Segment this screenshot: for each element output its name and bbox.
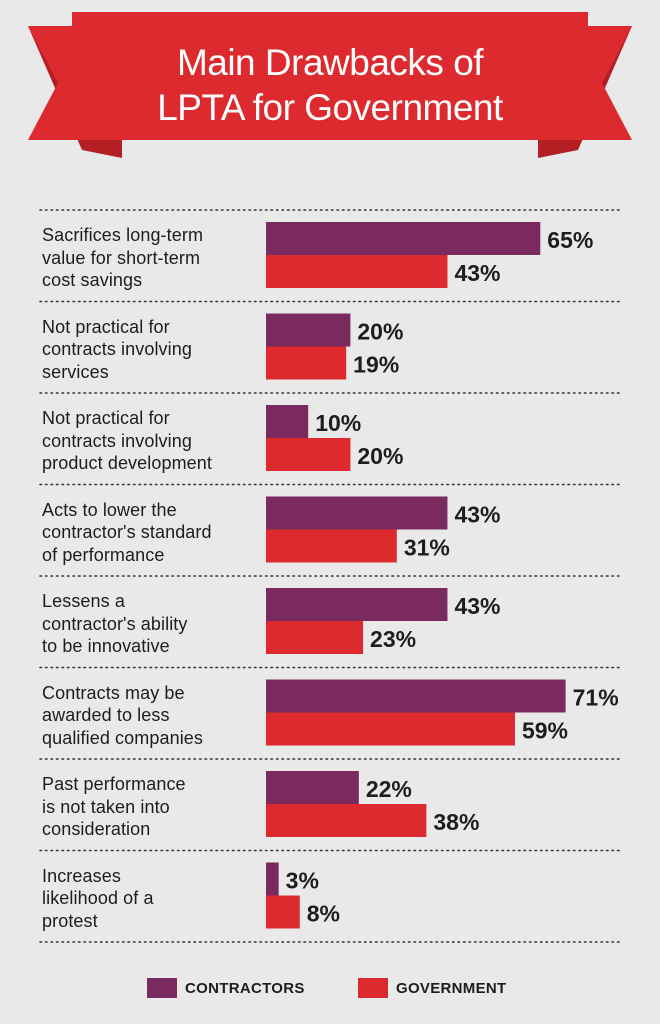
category-label-line: Past performance bbox=[42, 774, 186, 794]
category-label-line: contracts involving bbox=[42, 339, 192, 359]
category-label: Past performance is not taken into conside… bbox=[42, 773, 257, 841]
category-label: Acts to lower the contractor's standard of… bbox=[42, 499, 257, 567]
category-label-line: awarded to less bbox=[42, 705, 170, 725]
banner-main bbox=[72, 12, 588, 140]
data-label-government: 19% bbox=[353, 352, 399, 378]
category-label-line: contractor's ability bbox=[42, 613, 188, 634]
category-label: Contracts may be awarded to less qualified… bbox=[42, 682, 257, 750]
bar-contractors bbox=[266, 222, 541, 255]
data-label-government: 8% bbox=[307, 901, 340, 927]
bar-chart-plot: 65%43%20%19%10%20%43%31%43%23%71%59%22%3… bbox=[39, 209, 623, 943]
data-label-government: 43% bbox=[454, 260, 500, 286]
category-label-line: Not practical for bbox=[42, 408, 170, 428]
bar-government bbox=[266, 804, 427, 837]
legend-item-government: GOVERNMENT bbox=[358, 978, 507, 998]
legend: CONTRACTORS GOVERNMENT bbox=[0, 978, 660, 1008]
category-label: Lessens a contractor's ability to be innov… bbox=[42, 590, 257, 658]
bar-contractors bbox=[266, 405, 309, 438]
data-label-contractors: 10% bbox=[315, 410, 361, 436]
bar-government bbox=[266, 529, 397, 563]
category-label-line: Acts to lower the bbox=[42, 499, 177, 520]
data-label-government: 23% bbox=[370, 626, 416, 652]
banner-ribbon bbox=[28, 12, 632, 158]
category-label: Sacrifices long-term value for short-term… bbox=[42, 224, 257, 292]
bar-contractors bbox=[266, 588, 448, 621]
category-label-line: Increases bbox=[42, 865, 121, 886]
bar-contractors bbox=[266, 496, 448, 530]
chart-title: Main Drawbacks of LPTA for Government bbox=[110, 40, 550, 130]
data-label-contractors: 3% bbox=[286, 868, 319, 894]
category-label-line: protest bbox=[42, 910, 98, 931]
bar-contractors bbox=[266, 313, 351, 347]
category-label-line: contractor's standard bbox=[42, 522, 212, 542]
category-label-line: is not taken into bbox=[42, 796, 170, 817]
bar-government bbox=[266, 255, 448, 288]
title-line-2: LPTA for Government bbox=[157, 87, 503, 128]
bar-government bbox=[266, 438, 351, 471]
title-banner: Main Drawbacks of LPTA for Government bbox=[0, 0, 660, 170]
title-line-1: Main Drawbacks of bbox=[176, 42, 484, 83]
bar-contractors bbox=[266, 771, 359, 804]
category-label-line: cost savings bbox=[42, 270, 143, 290]
data-label-government: 31% bbox=[404, 535, 450, 561]
legend-label-government: GOVERNMENT bbox=[396, 979, 507, 997]
category-label: Not practical for contracts involving serv… bbox=[42, 316, 257, 384]
data-label-government: 20% bbox=[357, 443, 403, 469]
bar-chart: Sacrifices long-term value for short-term… bbox=[0, 190, 660, 950]
bar-contractors bbox=[266, 679, 566, 713]
data-label-contractors: 43% bbox=[454, 502, 500, 528]
data-label-contractors: 43% bbox=[454, 593, 500, 619]
category-label-line: contracts involving bbox=[42, 430, 192, 451]
data-label-contractors: 65% bbox=[547, 227, 593, 253]
category-label-line: Sacrifices long-term bbox=[42, 225, 204, 245]
category-label-line: likelihood of a bbox=[42, 888, 154, 908]
bar-contractors bbox=[266, 862, 279, 896]
data-label-contractors: 71% bbox=[573, 685, 619, 711]
category-label-line: Contracts may be bbox=[42, 682, 185, 703]
legend-item-contractors: CONTRACTORS bbox=[147, 978, 305, 998]
category-label: Not practical for contracts involving prod… bbox=[42, 407, 257, 475]
legend-label-contractors: CONTRACTORS bbox=[185, 979, 305, 997]
category-label-line: value for short-term bbox=[42, 247, 201, 268]
data-label-government: 38% bbox=[433, 809, 479, 835]
bar-government bbox=[266, 895, 300, 929]
bar-government bbox=[266, 621, 364, 654]
data-label-government: 59% bbox=[522, 718, 568, 744]
data-label-contractors: 20% bbox=[357, 319, 403, 345]
category-label-line: product development bbox=[42, 453, 213, 473]
bar-government bbox=[266, 346, 347, 380]
category-label-line: to be innovative bbox=[42, 636, 170, 656]
bar-government bbox=[266, 712, 515, 746]
category-label-line: qualified companies bbox=[42, 727, 203, 748]
category-label: Increases likelihood of a protest bbox=[42, 865, 257, 933]
legend-swatch-government bbox=[358, 978, 388, 998]
category-label-line: Lessens a bbox=[42, 591, 125, 611]
category-label-line: of performance bbox=[42, 544, 165, 565]
category-label-line: Not practical for bbox=[42, 316, 170, 337]
category-label-line: services bbox=[42, 361, 109, 382]
category-label-line: consideration bbox=[42, 819, 151, 839]
legend-swatch-contractors bbox=[147, 978, 177, 998]
data-label-contractors: 22% bbox=[366, 776, 412, 802]
